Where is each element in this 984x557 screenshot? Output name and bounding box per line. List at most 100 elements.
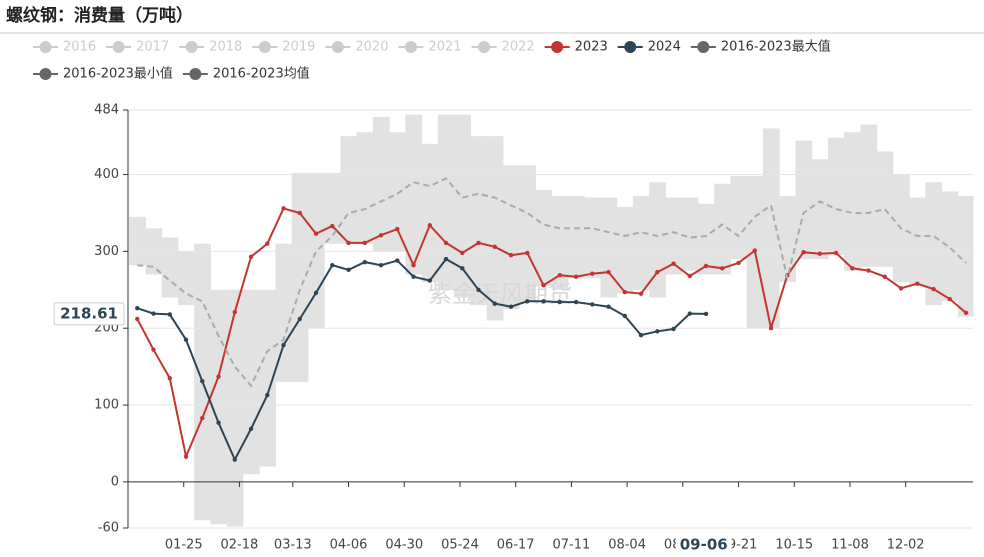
- series-point: [963, 310, 969, 316]
- x-tick-label: 12-02: [887, 538, 925, 553]
- range-band: [779, 196, 796, 283]
- series-point: [395, 226, 400, 232]
- range-band: [389, 132, 406, 252]
- series-point: [151, 311, 156, 316]
- series-point: [297, 210, 302, 216]
- mean-line: [137, 177, 967, 388]
- legend-swatch: [112, 41, 125, 53]
- range-band: [795, 140, 813, 260]
- series-point: [590, 302, 595, 307]
- legend-item[interactable]: 2024: [617, 40, 681, 55]
- legend-swatch: [39, 41, 52, 53]
- range-band: [161, 237, 179, 298]
- series-point: [183, 454, 189, 459]
- series-point: [167, 312, 172, 317]
- series-point: [687, 273, 692, 279]
- legend-item[interactable]: 2021: [398, 40, 462, 55]
- range-band: [665, 197, 683, 275]
- legend-label: 2023: [575, 40, 608, 55]
- pointer-x-box: [675, 535, 732, 555]
- x-tick-label: 03-13: [274, 538, 312, 553]
- legend-label: 2022: [502, 40, 535, 55]
- range-band: [210, 289, 228, 525]
- range-band: [275, 243, 293, 383]
- series-point: [492, 244, 497, 249]
- series-line: [136, 207, 967, 460]
- legend-swatch: [551, 41, 564, 53]
- series-point: [167, 375, 172, 381]
- legend-item[interactable]: 2016: [33, 40, 96, 55]
- range-band: [827, 137, 845, 256]
- legend-label: 2019: [282, 40, 315, 55]
- series-point: [752, 248, 757, 253]
- legend-swatch: [697, 41, 710, 53]
- series-line: [136, 257, 707, 462]
- series-point: [265, 241, 270, 246]
- range-band: [372, 116, 390, 252]
- series-point: [703, 263, 709, 269]
- legend-item[interactable]: 2018: [179, 40, 242, 55]
- legend-item[interactable]: 2016-2023最小值: [33, 66, 173, 82]
- watermark: 紫金天风期货: [428, 280, 572, 308]
- x-tick-label: 06-17: [497, 538, 535, 553]
- series-point: [248, 426, 254, 432]
- range-band: [535, 189, 553, 286]
- series-point: [508, 253, 514, 258]
- range-band: [632, 196, 650, 290]
- legend-label: 2016-2023最大值: [721, 39, 831, 55]
- y-tick-label: 300: [94, 244, 119, 259]
- legend-label: 2016-2023最小值: [63, 66, 173, 82]
- series-point: [427, 223, 432, 228]
- legend-item[interactable]: 2017: [106, 40, 169, 55]
- series-point: [232, 309, 237, 315]
- range-band: [860, 124, 878, 267]
- series-point: [216, 374, 221, 379]
- series-point: [638, 291, 644, 296]
- legend-swatch: [331, 41, 344, 53]
- legend-item[interactable]: 2016-2023最大值: [690, 39, 831, 55]
- x-tick-label: 11-08: [831, 538, 869, 553]
- range-band: [730, 176, 748, 260]
- legend-item[interactable]: 2019: [252, 40, 315, 55]
- legend-label: 2016: [63, 40, 96, 55]
- series-point: [915, 281, 920, 286]
- series-point: [200, 379, 205, 384]
- series-point: [557, 299, 562, 305]
- range-band: [324, 173, 341, 244]
- legend-label: 2020: [355, 40, 388, 55]
- series-point: [931, 286, 936, 292]
- series-point: [606, 304, 611, 309]
- legend-item[interactable]: 2020: [325, 40, 388, 55]
- pointer-y: 218.61: [53, 302, 125, 326]
- range-band: [649, 182, 666, 298]
- range-band: [421, 143, 439, 283]
- legend-item[interactable]: 2022: [471, 40, 535, 55]
- range-band: [226, 289, 244, 527]
- range-band: [941, 191, 959, 302]
- series-point: [378, 233, 384, 238]
- series-point: [655, 269, 660, 275]
- series-point: [346, 240, 351, 246]
- series-point: [720, 266, 725, 271]
- range-band: [957, 196, 974, 317]
- series-point: [281, 206, 286, 211]
- range-band: [502, 165, 520, 310]
- series-point: [768, 326, 774, 331]
- series-point: [281, 342, 286, 348]
- range-band: [844, 132, 861, 271]
- range-band: [405, 114, 423, 275]
- series-point: [525, 250, 530, 256]
- chart-title: 螺纹钢：消费量（万吨）: [6, 5, 193, 26]
- series-point: [573, 299, 579, 305]
- series-point: [411, 263, 416, 268]
- legend-item[interactable]: 2016-2023均值: [182, 66, 310, 82]
- series-point: [460, 266, 465, 271]
- series-point: [606, 269, 611, 275]
- y-tick-label: 0: [111, 474, 119, 489]
- range-band: [600, 197, 618, 298]
- series-point: [216, 420, 221, 425]
- legend-item[interactable]: 2023: [544, 40, 608, 55]
- series-point: [427, 278, 432, 283]
- series-point: [330, 263, 335, 268]
